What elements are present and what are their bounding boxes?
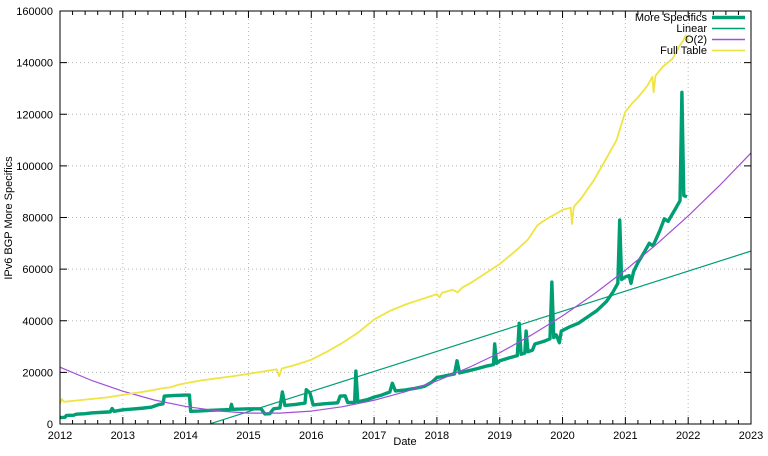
legend-label-full-table: Full Table: [660, 45, 707, 57]
y-axis-title: IPv6 BGP More Specifics: [3, 156, 15, 280]
x-tick-label: 2014: [173, 430, 197, 442]
x-tick-label: 2018: [425, 430, 449, 442]
y-tick-label: 120000: [16, 109, 53, 121]
tick-labels: 2012 2013 2014 2015 2016 2017 2018 2019 2020 2021…: [16, 6, 763, 442]
series-o-2-: [60, 152, 751, 414]
series-linear: [207, 250, 751, 424]
legend-label-o-2-: O(2): [685, 34, 707, 46]
y-tick-label: 100000: [16, 161, 53, 173]
x-tick-label: 2013: [111, 430, 135, 442]
x-tick-label: 2012: [48, 430, 72, 442]
legend-label-linear: Linear: [676, 23, 707, 35]
x-tick-label: 2017: [362, 430, 386, 442]
x-tick-label: 2020: [550, 430, 574, 442]
y-tick-label: 0: [47, 419, 53, 431]
series-full-table: [60, 34, 689, 405]
y-tick-label: 20000: [22, 367, 53, 379]
x-axis-title: Date: [393, 436, 417, 448]
y-tick-label: 160000: [16, 6, 53, 18]
plot-border: [59, 10, 752, 425]
y-tick-label: 140000: [16, 58, 53, 70]
x-tick-label: 2021: [613, 430, 637, 442]
x-tick-label: 2016: [299, 430, 323, 442]
x-tick-label: 2023: [739, 430, 763, 442]
x-tick-label: 2019: [487, 430, 511, 442]
x-tick-label: 2015: [236, 430, 260, 442]
series-more-specifics: [60, 90, 688, 420]
grid-lines: [60, 11, 751, 424]
legend-label-more-specifics: More Specifics: [635, 12, 708, 24]
y-tick-label: 40000: [22, 316, 53, 328]
y-tick-label: 60000: [22, 264, 53, 276]
y-tick-label: 80000: [22, 213, 53, 225]
x-tick-label: 2022: [676, 430, 700, 442]
axis-ticks: [59, 10, 752, 425]
